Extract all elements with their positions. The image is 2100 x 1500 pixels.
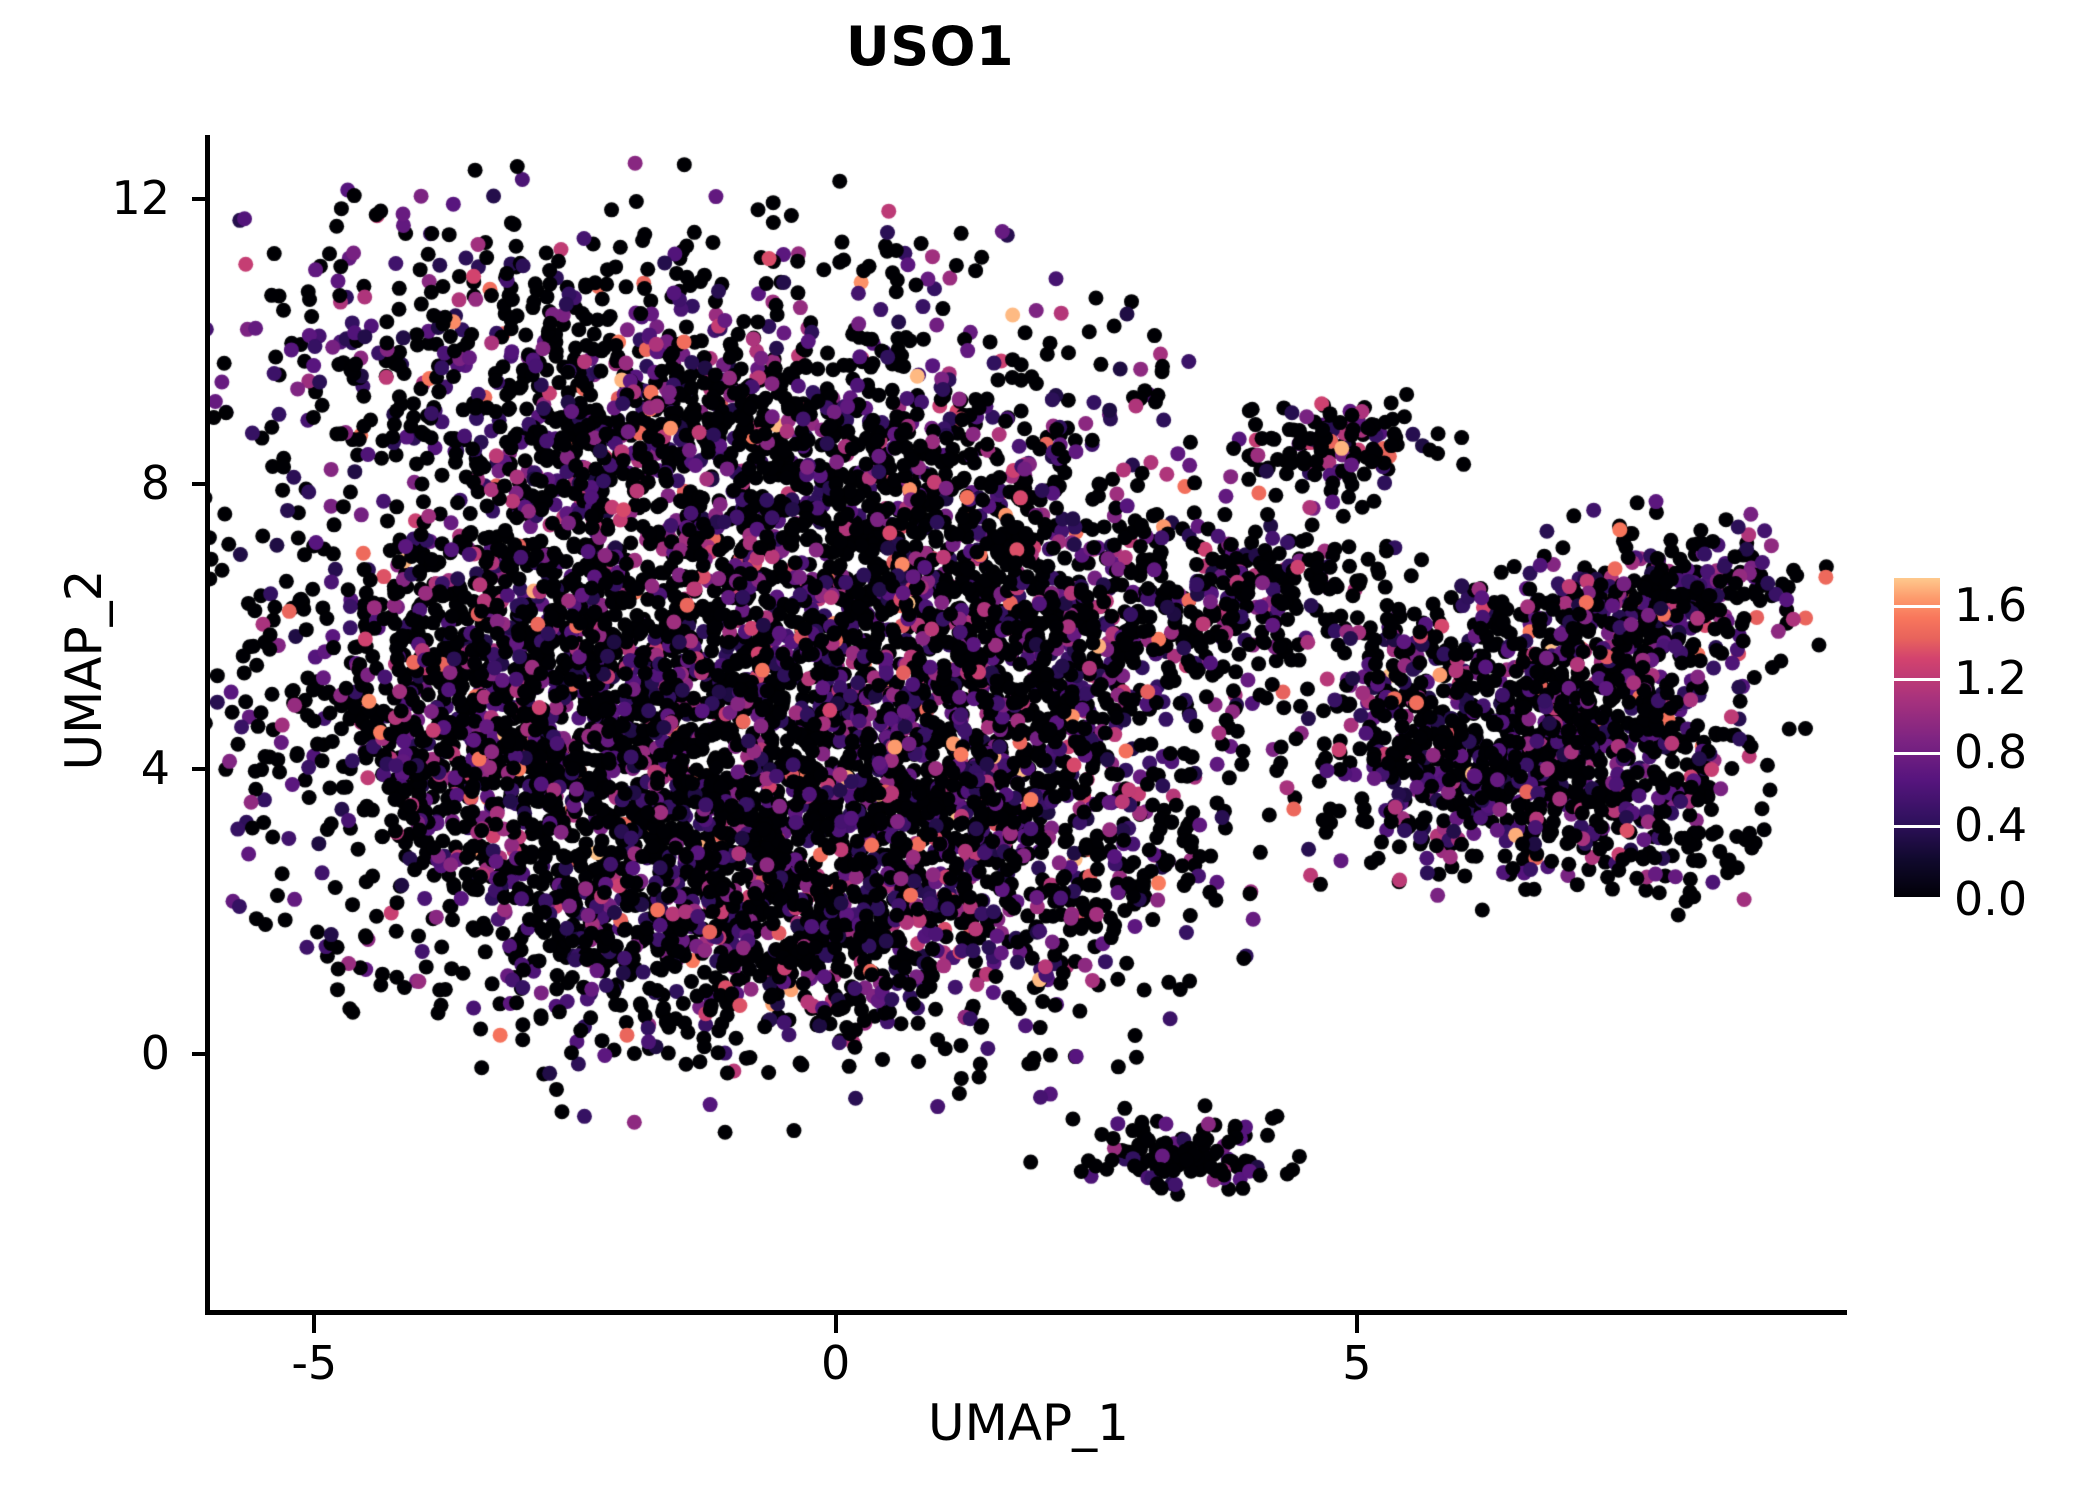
x-axis-label: UMAP_1 <box>928 1394 1129 1452</box>
colorbar-tick-mark <box>1894 678 1940 682</box>
colorbar-tick-mark <box>1894 825 1940 829</box>
x-tick-label: 0 <box>820 1336 851 1390</box>
y-axis-label: UMAP_2 <box>55 569 113 771</box>
y-tick-mark <box>192 766 210 771</box>
x-tick-label: -5 <box>291 1336 338 1390</box>
y-tick-mark <box>192 481 210 486</box>
x-tick-label: 5 <box>1342 1336 1372 1390</box>
x-axis-spine <box>205 1310 1847 1315</box>
colorbar: 0.0 0.4 0.8 1.2 1.6 <box>1894 577 2094 922</box>
y-tick-mark <box>192 197 210 202</box>
colorbar-tick-label: 0.8 <box>1954 724 2028 779</box>
colorbar-tick-label: 1.6 <box>1954 577 2028 632</box>
y-tick-label: 8 <box>140 455 170 510</box>
y-tick-label: 0 <box>140 1025 170 1080</box>
colorbar-gradient <box>1894 578 1940 900</box>
colorbar-tick-mark <box>1894 604 1940 608</box>
x-tick-mark <box>1354 1315 1359 1333</box>
x-tick-mark <box>833 1315 838 1333</box>
page-title: USO1 <box>845 15 1015 78</box>
y-axis-spine <box>205 135 210 1315</box>
scatter-points-layer <box>210 135 1847 1310</box>
y-tick-mark <box>192 1051 210 1056</box>
colorbar-tick-mark <box>1894 897 1940 900</box>
colorbar-tick-label: 1.2 <box>1954 651 2028 706</box>
x-tick-mark <box>312 1315 317 1333</box>
colorbar-tick-label: 0.0 <box>1954 872 2028 926</box>
y-tick-label: 12 <box>111 171 170 226</box>
colorbar-tick-mark <box>1894 751 1940 755</box>
colorbar-tick-label: 0.4 <box>1954 798 2028 853</box>
y-axis-label-wrapper: UMAP_2 <box>55 270 119 1070</box>
y-tick-label: 4 <box>140 740 170 795</box>
